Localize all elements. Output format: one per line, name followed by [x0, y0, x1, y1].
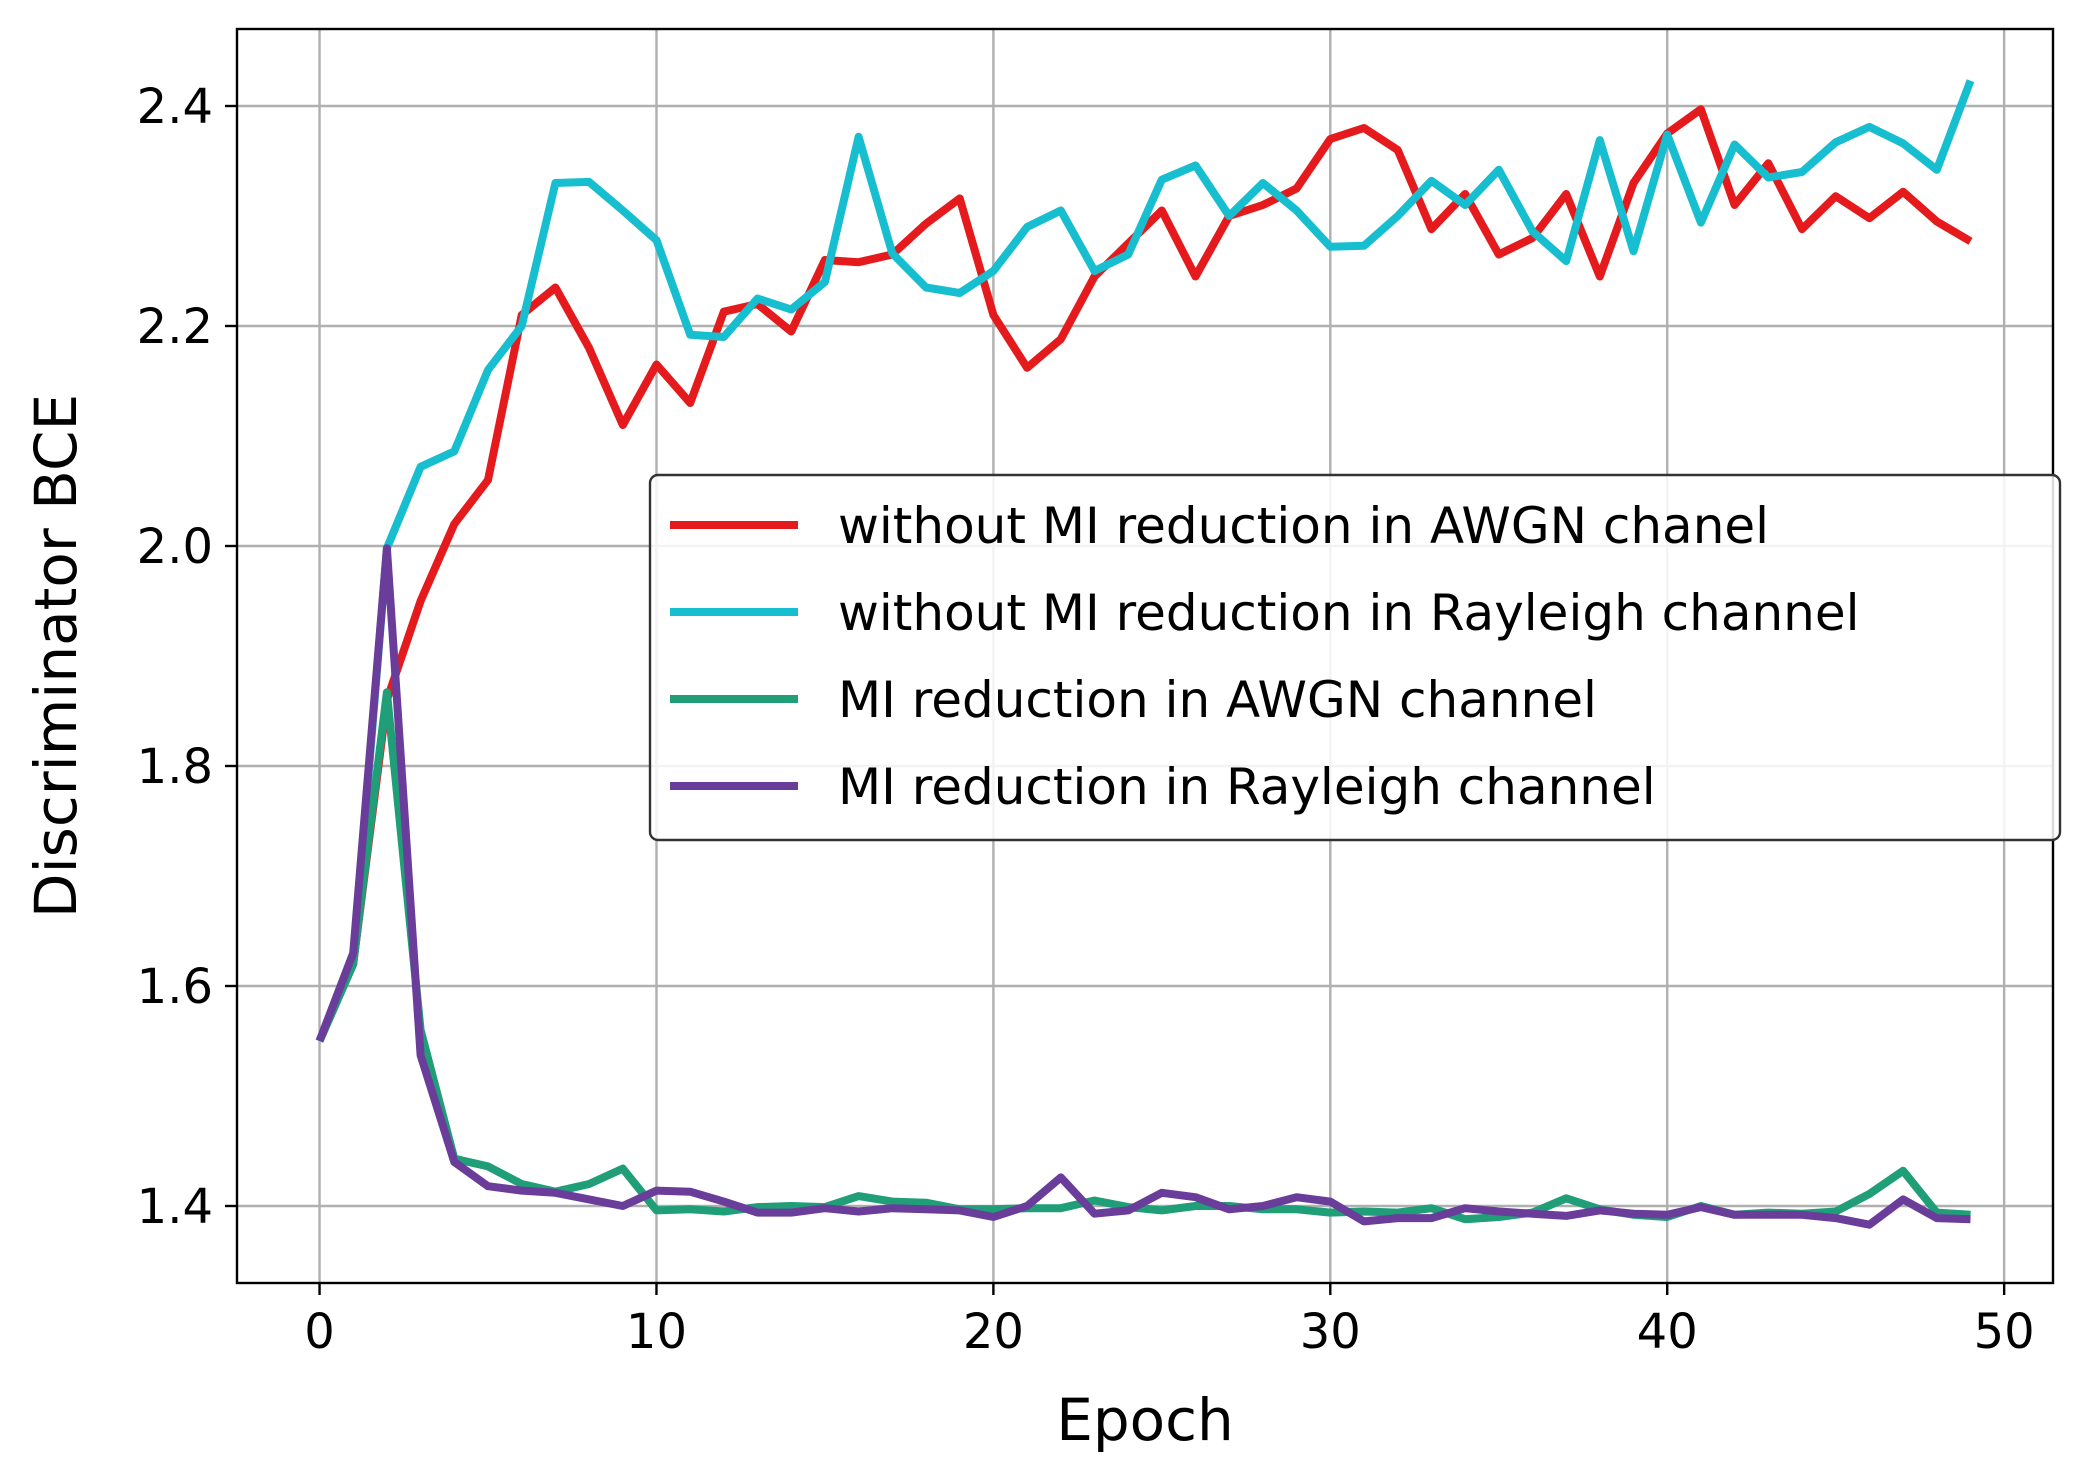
y-tick-label: 1.4: [137, 1179, 213, 1235]
x-axis-label: Epoch: [1056, 1386, 1234, 1454]
y-tick-label: 1.8: [137, 739, 213, 795]
series-lines: [315, 79, 1975, 1229]
series-line-4: [315, 544, 1971, 1229]
series-line-1: [315, 105, 1973, 1043]
legend-label-1: without MI reduction in AWGN chanel: [838, 497, 1769, 555]
legend-entries: without MI reduction in AWGN chanel witho…: [670, 497, 1860, 816]
series-line-2: [315, 79, 1975, 1043]
y-tick-label: 2.0: [137, 519, 213, 575]
x-tick-label: 40: [1637, 1304, 1698, 1360]
legend-label-3: MI reduction in AWGN channel: [838, 671, 1597, 729]
y-tick-label: 1.6: [137, 959, 213, 1015]
ticks: 0 10 20 30 40 50 1.4 1.6 1.8 2.0 2.2 2.4: [137, 79, 2035, 1360]
legend-label-2: without MI reduction in Rayleigh channel: [838, 584, 1860, 642]
x-tick-label: 50: [1974, 1304, 2035, 1360]
y-axis-label: Discriminator BCE: [22, 394, 90, 918]
legend-label-4: MI reduction in Rayleigh channel: [838, 758, 1656, 816]
x-tick-label: 0: [304, 1304, 335, 1360]
x-tick-label: 30: [1300, 1304, 1361, 1360]
y-tick-label: 2.2: [137, 299, 213, 355]
y-tick-label: 2.4: [137, 79, 213, 135]
legend-box: [648, 473, 2062, 842]
legend: without MI reduction in AWGN chanel witho…: [648, 473, 2062, 842]
x-tick-label: 20: [963, 1304, 1024, 1360]
x-tick-label: 10: [626, 1304, 687, 1360]
